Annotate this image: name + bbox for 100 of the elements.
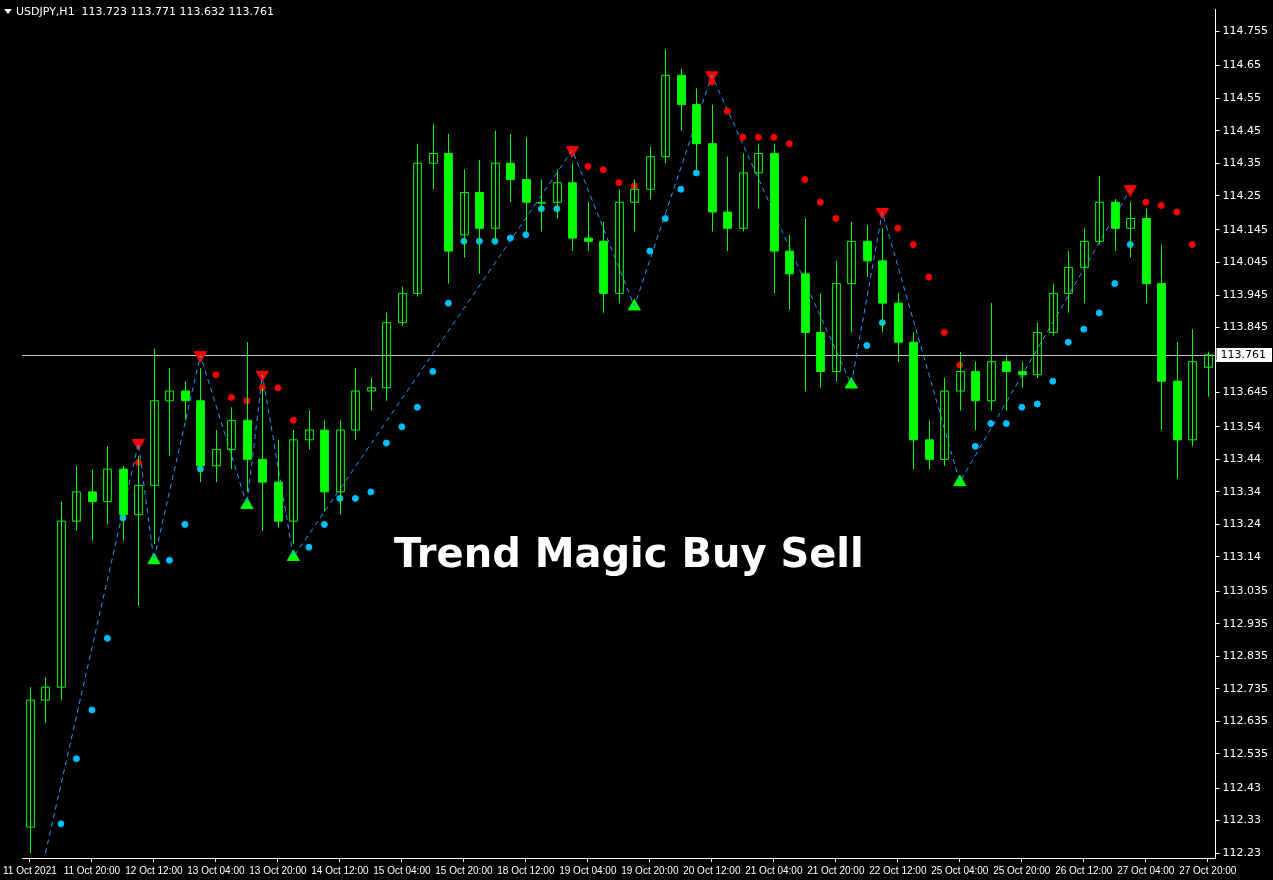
point <box>971 442 979 450</box>
point <box>863 341 871 349</box>
point <box>770 133 778 141</box>
point <box>692 169 700 177</box>
y-tick-label: 112.735 <box>1222 681 1269 695</box>
candlestick <box>150 348 159 545</box>
point <box>584 162 592 170</box>
point <box>320 520 328 528</box>
candlestick <box>41 676 50 724</box>
point <box>181 520 189 528</box>
candlestick <box>398 286 407 327</box>
candlestick <box>336 419 345 516</box>
y-tick-label: 112.33 <box>1222 813 1262 827</box>
x-tick-label: 25 Oct 04:00 <box>931 864 989 876</box>
candlestick <box>460 169 469 259</box>
candlestick <box>1095 175 1104 246</box>
y-tick-label: 113.14 <box>1222 549 1262 563</box>
point <box>1080 325 1088 333</box>
ref-line-label: 113.761 <box>1220 347 1267 361</box>
x-tick-label: 18 Oct 12:00 <box>497 864 555 876</box>
point <box>1049 377 1057 385</box>
point <box>1018 403 1026 411</box>
y-tick-label: 113.24 <box>1222 517 1262 531</box>
candlestick <box>134 455 143 607</box>
candlestick <box>367 377 376 412</box>
x-tick-label: 19 Oct 04:00 <box>559 864 617 876</box>
candlestick <box>987 302 996 412</box>
candlestick <box>305 410 314 451</box>
point <box>708 78 716 86</box>
point <box>1123 185 1137 197</box>
point <box>1064 338 1072 346</box>
point <box>894 224 902 232</box>
x-tick-label: 13 Oct 04:00 <box>187 864 245 876</box>
candlestick <box>646 146 655 200</box>
candlestick <box>537 178 546 233</box>
point <box>227 394 235 402</box>
y-tick-label: 113.945 <box>1222 287 1269 301</box>
x-tick-label: 12 Oct 12:00 <box>125 864 183 876</box>
y-tick-label: 113.845 <box>1222 320 1269 334</box>
x-tick-label: 19 Oct 20:00 <box>621 864 679 876</box>
candlestick <box>491 130 500 242</box>
y-tick-label: 114.45 <box>1222 123 1262 137</box>
candlestick <box>661 48 670 164</box>
point <box>875 208 889 220</box>
point <box>1002 420 1010 428</box>
candlestick <box>103 445 112 525</box>
candlestick <box>940 377 949 467</box>
candlestick <box>165 367 174 457</box>
point <box>103 634 111 642</box>
point <box>398 423 406 431</box>
annotation: USDJPY,H1 113.723 113.771 113.632 113.761 <box>16 4 275 18</box>
point <box>193 351 207 363</box>
point <box>953 474 967 487</box>
point <box>274 384 282 392</box>
x-tick-label: 25 Oct 20:00 <box>993 864 1051 876</box>
candlestick <box>615 188 624 304</box>
point <box>615 179 623 187</box>
point <box>255 370 269 383</box>
x-tick-label: 27 Oct 04:00 <box>1117 864 1175 876</box>
candlestick <box>553 169 562 220</box>
point <box>1095 309 1103 317</box>
point <box>413 403 421 411</box>
candlestick <box>630 178 639 233</box>
point <box>212 371 220 379</box>
y-tick-label: 112.23 <box>1222 845 1262 859</box>
candlestick <box>57 501 66 701</box>
x-tick-label: 20 Oct 12:00 <box>683 864 741 876</box>
point <box>940 328 948 336</box>
point <box>723 107 731 115</box>
x-tick-label: 11 Oct 2021 <box>3 864 58 876</box>
candlestick <box>227 406 236 470</box>
x-tick-label: 26 Oct 12:00 <box>1055 864 1113 876</box>
point <box>367 488 375 496</box>
x-tick-label: 21 Oct 20:00 <box>807 864 865 876</box>
y-tick-label: 112.43 <box>1222 780 1262 794</box>
point <box>72 755 80 763</box>
point <box>832 215 840 223</box>
candlestick <box>754 143 763 210</box>
y-tick-label: 113.54 <box>1222 419 1262 433</box>
y-tick-label: 113.44 <box>1222 452 1262 466</box>
candlestick <box>1002 354 1011 412</box>
candlestick <box>1126 201 1135 259</box>
x-tick-label: 27 Oct 20:00 <box>1179 864 1237 876</box>
point <box>522 231 530 239</box>
point <box>1033 400 1041 408</box>
point <box>739 133 747 141</box>
y-tick-label: 113.035 <box>1222 584 1269 598</box>
x-tick-label: 13 Oct 20:00 <box>249 864 307 876</box>
point <box>88 706 96 714</box>
point <box>677 185 685 193</box>
point <box>165 556 173 564</box>
y-tick-label: 114.35 <box>1222 156 1262 170</box>
y-tick-label: 112.935 <box>1222 616 1269 630</box>
candlestick <box>1049 283 1058 337</box>
text: Trend Magic Buy Sell <box>393 530 864 577</box>
candlestick <box>956 351 965 412</box>
point <box>844 377 858 389</box>
y-tick-label: 114.755 <box>1222 24 1269 38</box>
point <box>351 494 359 502</box>
point <box>646 247 654 255</box>
